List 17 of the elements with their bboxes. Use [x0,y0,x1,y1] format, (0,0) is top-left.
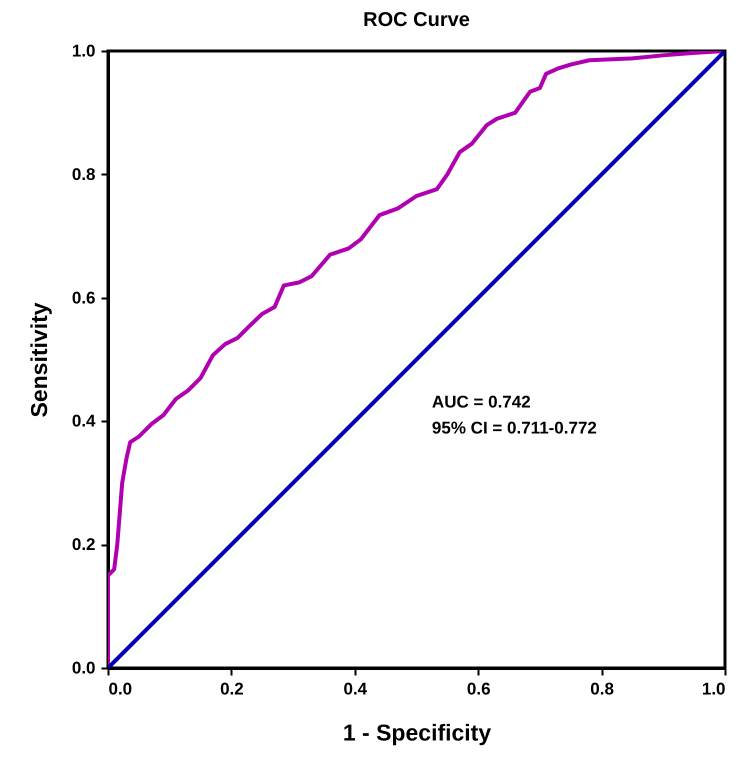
x-tick-label: 0.2 [220,680,244,698]
y-tick-label: 0.4 [72,412,96,431]
annotation: AUC = 0.742 [432,392,531,412]
y-tick-label: 0.2 [72,535,96,554]
y-tick-label: 0.8 [72,164,96,184]
annotation: 95% CI = 0.711-0.772 [432,418,597,438]
y-tick-label: 1.0 [72,42,96,60]
y-axis-title: Sensitivity [26,302,52,418]
x-tick-label: 0.0 [108,680,132,698]
y-tick-label: 0.0 [72,658,96,678]
x-tick-label: 1.0 [702,680,726,698]
x-tick-label: 0.4 [343,680,368,698]
chart-title: ROC Curve [363,9,470,31]
x-tick-label: 0.8 [590,680,614,698]
x-tick-label: 0.6 [466,680,491,698]
x-axis-title: 1 - Specificity [342,720,492,746]
y-tick-label: 0.6 [72,288,96,308]
